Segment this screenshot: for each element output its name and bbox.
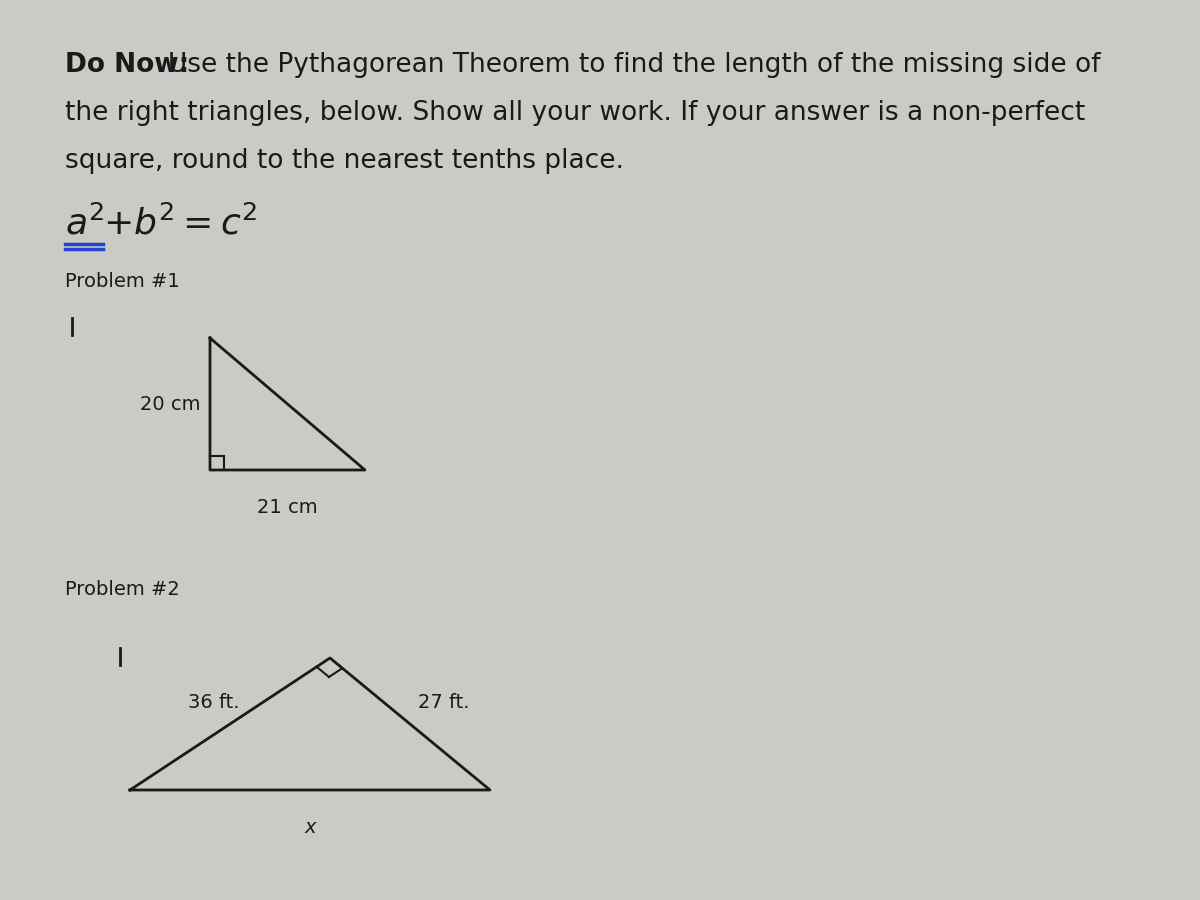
Text: 36 ft.: 36 ft. <box>188 693 240 712</box>
Text: $a^2$: $a^2$ <box>65 205 104 241</box>
Text: Problem #1: Problem #1 <box>65 272 180 291</box>
Text: 27 ft.: 27 ft. <box>418 693 469 712</box>
Text: square, round to the nearest tenths place.: square, round to the nearest tenths plac… <box>65 148 624 174</box>
Text: 20 cm: 20 cm <box>139 394 200 413</box>
Text: Do Now:: Do Now: <box>65 52 190 78</box>
Text: Use the Pythagorean Theorem to find the length of the missing side of: Use the Pythagorean Theorem to find the … <box>168 52 1100 78</box>
Text: x: x <box>305 818 316 837</box>
Text: 21 cm: 21 cm <box>257 498 318 517</box>
Text: $+ b^2 = c^2$: $+ b^2 = c^2$ <box>103 205 257 241</box>
Text: Problem #2: Problem #2 <box>65 580 180 599</box>
Text: the right triangles, below. Show all your work. If your answer is a non-perfect: the right triangles, below. Show all you… <box>65 100 1085 126</box>
